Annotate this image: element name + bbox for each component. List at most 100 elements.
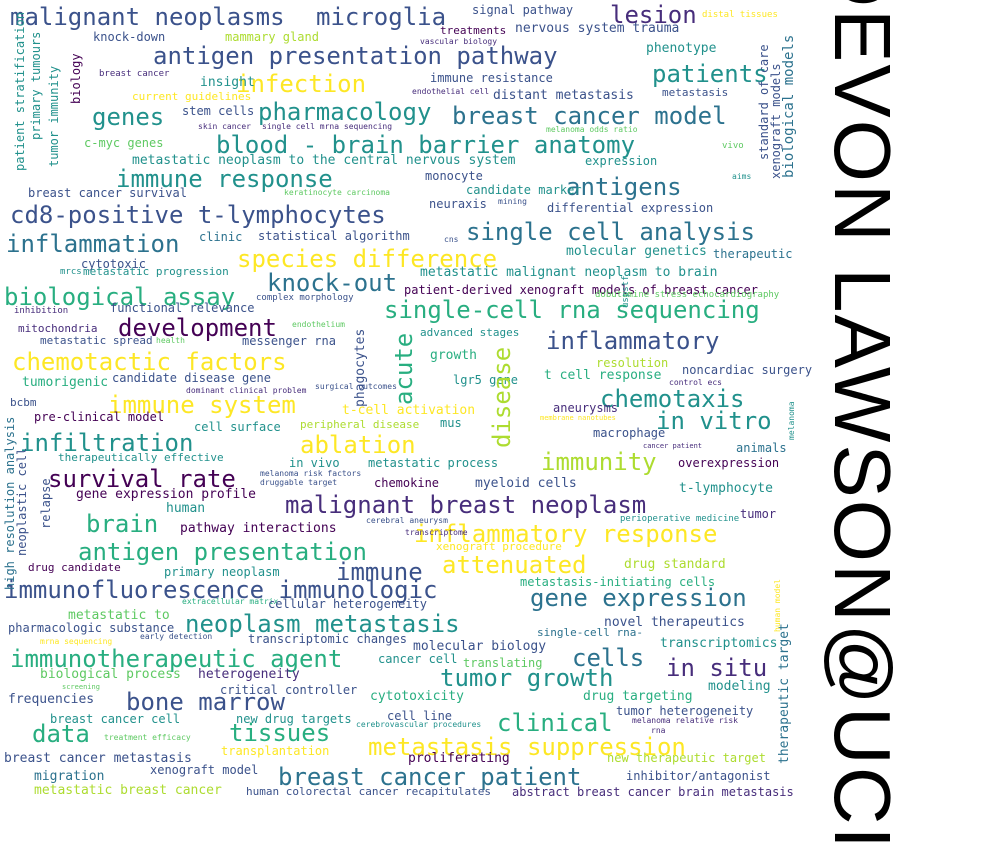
cloud-word: complex morphology: [256, 293, 354, 303]
cloud-word: drug standard: [624, 557, 726, 572]
cloud-word: early detection: [140, 632, 213, 641]
cloud-word: extracellular matrix: [182, 597, 279, 606]
cloud-word: dobutamine stress echocardiography: [595, 290, 780, 300]
cloud-word: cells: [572, 644, 645, 672]
cloud-word: screening: [62, 683, 100, 691]
cloud-word: signal pathway: [472, 3, 574, 17]
cloud-word: distal tissues: [702, 10, 778, 20]
cloud-word: primary neoplasm: [164, 565, 280, 579]
cloud-word: distant metastasis: [493, 88, 634, 103]
cloud-word: c-myc genes: [84, 136, 164, 150]
cloud-word: immunotherapeutic agent: [10, 645, 343, 673]
cloud-word: in situ: [666, 654, 768, 682]
cloud-word: lgr5 gene: [453, 373, 519, 387]
cloud-word: aims: [732, 172, 752, 181]
cloud-word: migration: [34, 769, 105, 784]
cloud-word: tumor immunity: [47, 65, 61, 167]
cloud-word: rna: [651, 726, 666, 735]
cloud-word: cancer cell: [378, 652, 458, 666]
cloud-word: melanoma relative risk: [632, 716, 738, 725]
cloud-word: peripheral disease: [300, 418, 420, 431]
cloud-word: clinical: [497, 709, 613, 737]
cloud-word: infiltration: [20, 429, 194, 457]
cloud-word: myeloid cells: [475, 476, 577, 491]
cloud-word: brain: [86, 510, 159, 538]
cloud-word: malignant neoplasms: [10, 3, 285, 31]
cloud-word: breast cancer survival: [28, 186, 187, 200]
cloud-word: relapse: [39, 478, 53, 529]
cloud-word: in vivo: [289, 456, 340, 470]
cloud-word: pathway interactions: [180, 521, 337, 536]
cloud-word: immunofluorescence immunologic: [4, 576, 438, 604]
cloud-word: biology: [69, 53, 83, 104]
cloud-word: data: [32, 720, 90, 748]
cloud-word: metastatic neoplasm to the central nervo…: [132, 153, 516, 168]
cloud-word: resolution: [596, 356, 669, 370]
cloud-word: phagocytes: [353, 328, 368, 407]
cloud-word: melanoma: [787, 401, 796, 440]
cloud-word: endothelium: [292, 320, 345, 329]
cloud-word: phenotype: [646, 41, 717, 56]
cloud-word: breast cancer metastasis: [4, 751, 192, 766]
cloud-word: molecular biology: [413, 639, 547, 654]
cloud-word: new therapeutic target: [607, 751, 766, 765]
cloud-word: breast cancer cell: [50, 712, 181, 726]
cloud-word: aneurysms: [553, 401, 619, 415]
cloud-word: ablation: [300, 431, 416, 459]
cloud-word: transplantation: [221, 744, 330, 758]
cloud-word: biological assay: [4, 283, 236, 311]
cloud-word: t cell response: [544, 368, 662, 383]
cloud-word: immune: [336, 558, 423, 586]
cloud-word: single-cell rna-: [537, 626, 643, 639]
cloud-word: health: [156, 336, 185, 345]
cloud-word: vivo: [722, 141, 744, 151]
cloud-word: patients: [652, 60, 768, 88]
cloud-word: immune system: [108, 391, 296, 419]
cloud-word: chemokine: [374, 476, 440, 490]
cloud-word: development: [118, 314, 277, 342]
cloud-word: malignant breast neoplasm: [285, 491, 647, 519]
cloud-word: drug candidate: [28, 561, 121, 574]
cloud-word: growth: [430, 348, 477, 363]
cloud-word: gene expression profile: [76, 487, 257, 502]
cloud-word: mining: [498, 197, 527, 206]
cloud-word: mus: [440, 416, 462, 430]
cloud-word: patient stratification: [13, 12, 27, 171]
cloud-word: mrna sequencing: [40, 637, 113, 646]
cloud-word: single-cell rna sequencing: [384, 296, 760, 324]
cloud-word: metastatic malignant neoplasm to brain: [420, 265, 718, 280]
cloud-word: immunity: [541, 448, 657, 476]
cloud-word: translating: [463, 656, 543, 670]
cloud-word: neoplastic cell: [15, 447, 29, 556]
cloud-word: human model: [773, 579, 782, 632]
cloud-word: surgical outcomes: [315, 382, 397, 391]
cloud-word: metastasis suppression: [368, 733, 686, 761]
cloud-word: keratinocyte carcinoma: [284, 188, 390, 197]
cloud-word: single cell analysis: [466, 218, 755, 246]
cloud-word: functional relevance: [110, 301, 255, 315]
cloud-word: advanced stages: [420, 326, 520, 339]
cloud-word: uspstf: [621, 275, 631, 308]
cloud-word: inflammation: [6, 230, 180, 258]
cloud-word: biological models: [781, 34, 797, 178]
cloud-word: chemotaxis: [600, 385, 745, 413]
cloud-word: tumor heterogeneity: [616, 704, 754, 718]
cloud-word: patient-derived xenograft models of brea…: [404, 283, 759, 297]
cloud-word: metastatic spread: [40, 334, 153, 347]
cloud-word: mitochondria: [18, 322, 98, 335]
cloud-word: mammary gland: [225, 30, 319, 44]
cloud-word: therapeutically effective: [58, 451, 224, 464]
cloud-word: human colorectal cancer recapitulates: [246, 785, 492, 798]
cloud-word: inhibitor/antagonist: [626, 769, 771, 783]
cloud-word: frequencies: [8, 692, 95, 707]
cloud-word: t-cell activation: [342, 403, 476, 418]
cloud-word: inflammatory response: [414, 520, 718, 548]
cloud-word: drug targeting: [583, 689, 693, 704]
cloud-word: lesion: [610, 1, 697, 29]
cloud-word: xenograft procedure: [436, 540, 562, 553]
cloud-word: tumor growth: [440, 664, 614, 692]
cloud-word: inhibition: [14, 306, 69, 316]
cloud-word: heterogeneity: [198, 667, 300, 682]
cloud-word: antigens: [566, 173, 682, 201]
cloud-word: nervous system trauma: [515, 21, 680, 36]
